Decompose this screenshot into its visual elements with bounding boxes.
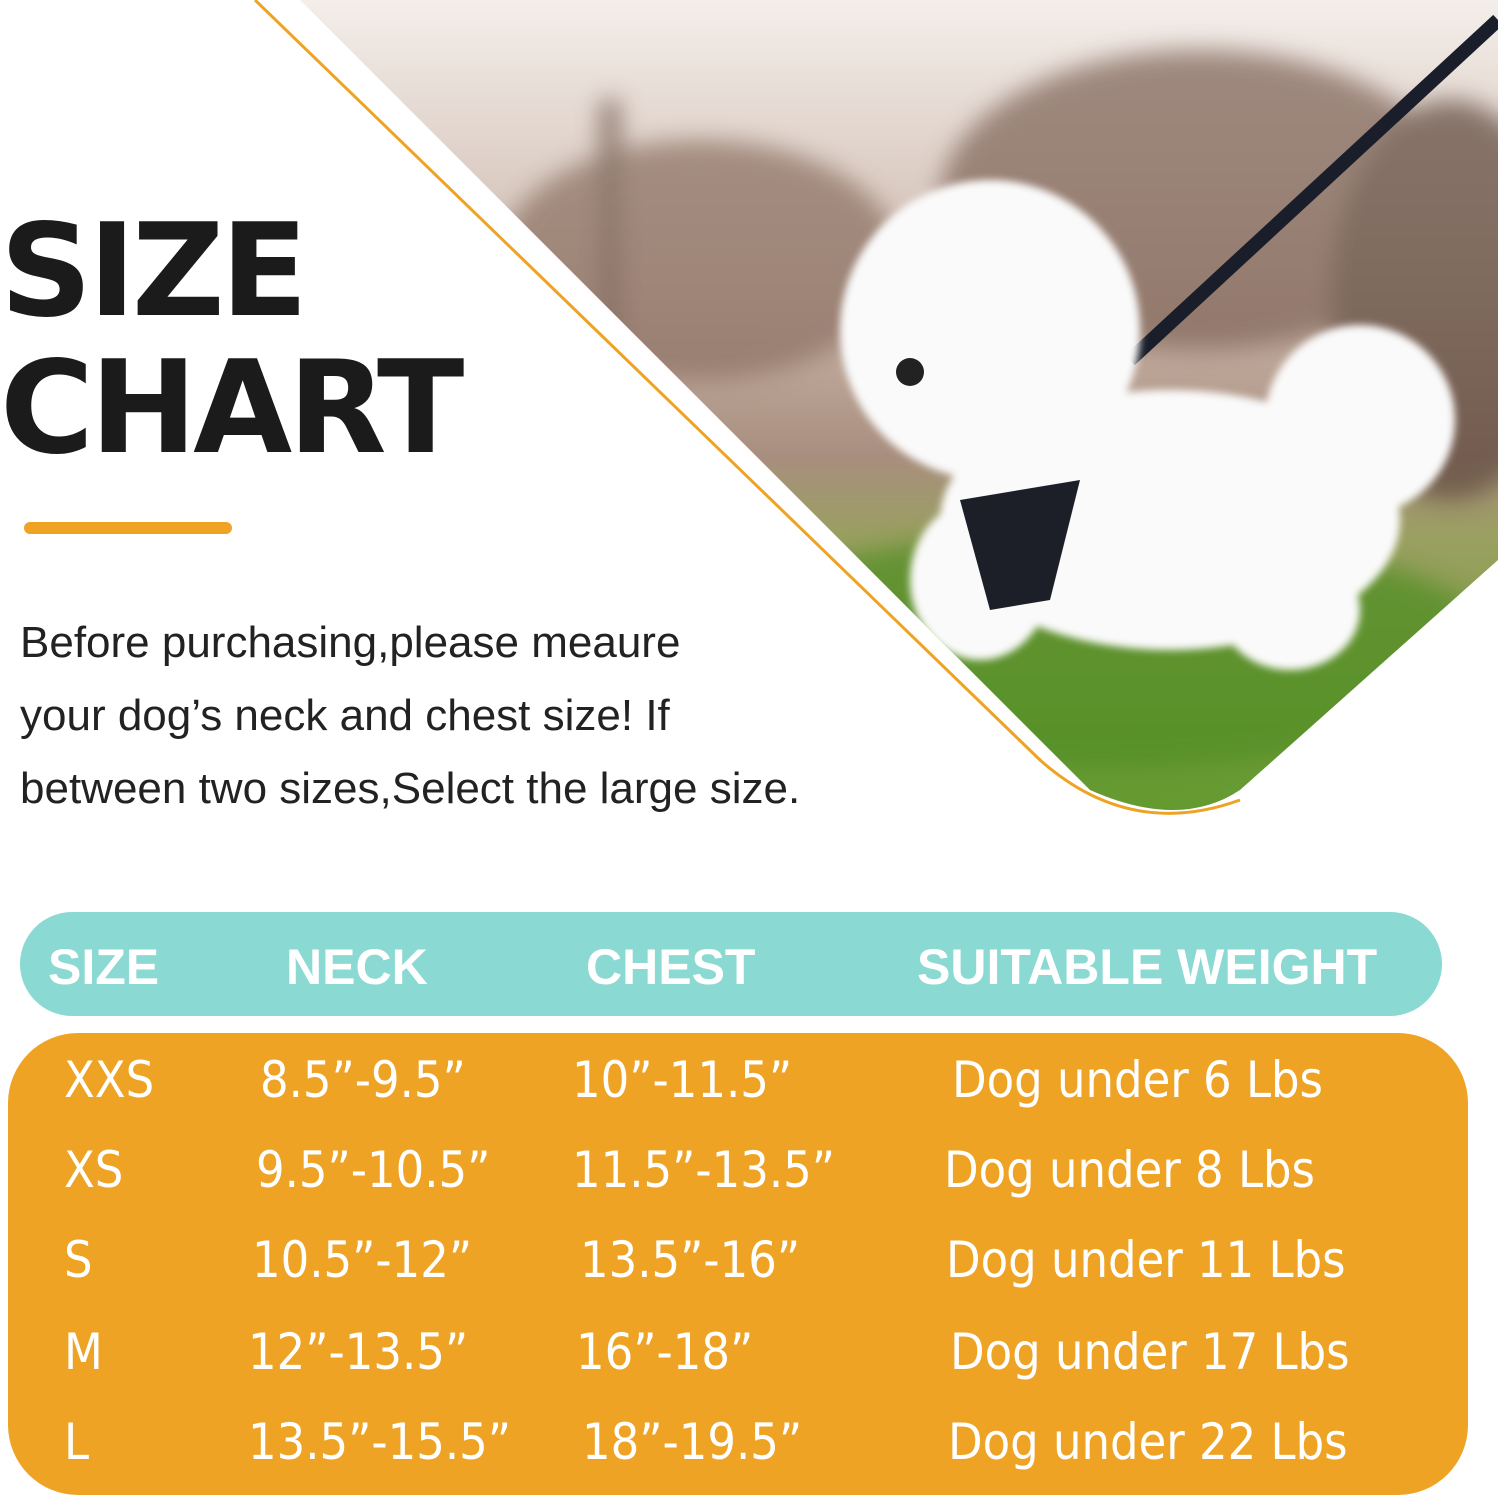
cell-neck: 10.5”-12” (252, 1231, 473, 1289)
header-neck: NECK (286, 939, 428, 995)
cell-neck: 12”-13.5” (248, 1323, 469, 1381)
cell-size: XXS (64, 1051, 155, 1109)
cell-chest: 18”-19.5” (582, 1413, 803, 1471)
table-row: L 13.5”-15.5” 18”-19.5” Dog under 22 Lbs (8, 1413, 1468, 1503)
cell-chest: 13.5”-16” (580, 1231, 801, 1289)
cell-chest: 11.5”-13.5” (572, 1141, 836, 1199)
cell-weight: Dog under 6 Lbs (952, 1051, 1323, 1109)
accent-line (253, 0, 1241, 815)
header-chest: CHEST (586, 939, 756, 995)
header-weight: SUITABLE WEIGHT (917, 939, 1378, 995)
header-size: SIZE (48, 939, 160, 995)
table-row: S 10.5”-12” 13.5”-16” Dog under 11 Lbs (8, 1231, 1468, 1321)
cell-size: L (64, 1413, 90, 1471)
cell-weight: Dog under 22 Lbs (948, 1413, 1348, 1471)
cell-chest: 10”-11.5” (572, 1051, 793, 1109)
cell-size: S (64, 1231, 93, 1289)
cell-neck: 9.5”-10.5” (256, 1141, 491, 1199)
cell-chest: 16”-18” (576, 1323, 754, 1381)
table-header: SIZE NECK CHEST SUITABLE WEIGHT (20, 912, 1442, 1016)
intro-text: Before purchasing,please meaure your dog… (20, 606, 980, 825)
intro-line: your dog’s neck and chest size! If (20, 691, 670, 740)
title-line-1: SIZE (0, 197, 308, 346)
cell-neck: 13.5”-15.5” (248, 1413, 512, 1471)
title-underline (24, 522, 232, 534)
cell-weight: Dog under 17 Lbs (950, 1323, 1350, 1381)
intro-line: between two sizes,Select the large size. (20, 764, 801, 813)
table-row: M 12”-13.5” 16”-18” Dog under 17 Lbs (8, 1323, 1468, 1413)
cell-neck: 8.5”-9.5” (260, 1051, 466, 1109)
cell-size: XS (64, 1141, 124, 1199)
cell-weight: Dog under 8 Lbs (944, 1141, 1315, 1199)
dog-photo (253, 0, 1498, 815)
table-row: XXS 8.5”-9.5” 10”-11.5” Dog under 6 Lbs (8, 1051, 1468, 1141)
intro-line: Before purchasing,please meaure (20, 618, 681, 667)
table-body: XXS 8.5”-9.5” 10”-11.5” Dog under 6 Lbs … (8, 1033, 1468, 1495)
cell-weight: Dog under 11 Lbs (946, 1231, 1346, 1289)
table-row: XS 9.5”-10.5” 11.5”-13.5” Dog under 8 Lb… (8, 1141, 1468, 1231)
title-line-2: CHART (0, 334, 464, 483)
cell-size: M (64, 1323, 103, 1381)
